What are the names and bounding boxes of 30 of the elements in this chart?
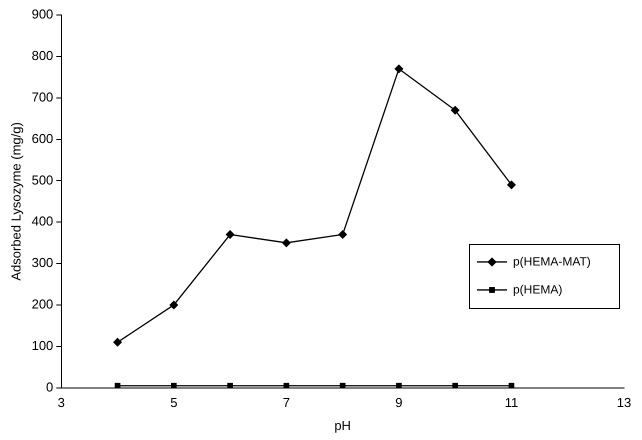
y-tick-label: 500 — [32, 172, 54, 188]
point — [169, 300, 178, 310]
y-tick-label: 100 — [32, 338, 54, 353]
point — [506, 180, 516, 190]
point — [282, 238, 291, 248]
y-tick-label: 900 — [32, 6, 54, 22]
x-tick-label: 5 — [170, 395, 178, 410]
x-tick-label: 11 — [504, 395, 518, 410]
point — [114, 382, 120, 388]
x-tick-label: 9 — [395, 395, 403, 410]
point — [226, 230, 235, 240]
y-tick-label: 700 — [32, 89, 54, 104]
x-tick-label: 3 — [58, 395, 65, 410]
y-axis-title: Adsorbed Lysozyme (mg/g) — [8, 122, 24, 281]
point — [508, 382, 514, 388]
y-tick-label: 800 — [32, 48, 54, 63]
legend-label: p(HEMA-MAT) — [513, 254, 591, 268]
y-tick-label: 300 — [32, 255, 54, 270]
y-tick-label: 200 — [32, 296, 54, 312]
x-tick-label: 7 — [282, 395, 290, 410]
point — [338, 230, 348, 240]
x-axis-title: pH — [334, 418, 351, 433]
legend-label: p(HEMA) — [513, 282, 562, 296]
point — [113, 338, 122, 347]
y-tick-label: 0 — [46, 379, 54, 394]
y-tick-label: 600 — [32, 130, 54, 146]
point — [394, 64, 404, 74]
y-tick-label: 400 — [32, 214, 54, 229]
x-tick-label: 13 — [616, 395, 632, 410]
point — [450, 106, 460, 115]
